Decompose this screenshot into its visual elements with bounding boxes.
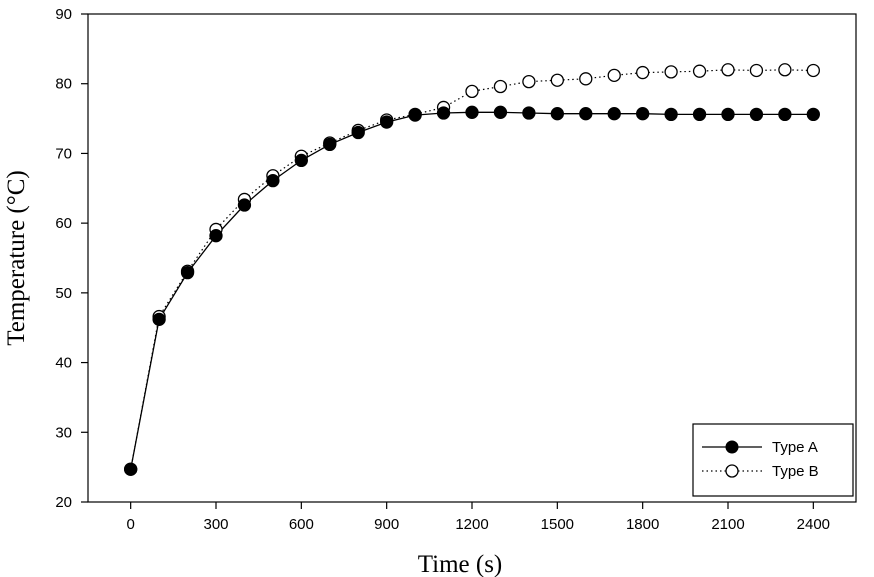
series-layer (124, 63, 820, 476)
data-point-type-a (266, 173, 280, 188)
data-point-type-b (664, 65, 678, 79)
data-point-type-a (636, 107, 650, 121)
data-point-type-a (408, 108, 422, 122)
data-point-type-a (749, 107, 764, 122)
x-tick-label: 0 (126, 516, 134, 533)
data-point-type-b (465, 84, 479, 99)
legend-marker-type-a (725, 440, 739, 454)
data-point-type-a (778, 107, 792, 122)
data-point-type-b (749, 63, 764, 78)
x-axis: 0 300 600 900 1200 1500 1800 2100 2400 (126, 502, 830, 533)
data-point-type-a (465, 105, 479, 119)
y-tick-label: 90 (55, 6, 72, 23)
x-tick-label: 900 (374, 516, 399, 533)
data-point-type-a (664, 107, 678, 122)
data-point-type-b (806, 63, 820, 78)
data-point-type-a (579, 107, 593, 121)
data-point-type-b (522, 74, 536, 89)
data-point-type-b (636, 65, 650, 80)
x-tick-label: 1500 (541, 516, 574, 533)
x-tick-label: 1200 (455, 516, 488, 533)
legend-label-type-a: Type A (772, 439, 818, 456)
legend-label-type-b: Type B (772, 463, 819, 480)
data-point-type-b (493, 79, 508, 94)
x-tick-label: 2400 (797, 516, 830, 533)
data-point-type-b (778, 63, 792, 77)
data-point-type-a (721, 107, 735, 122)
x-tick-label: 1800 (626, 516, 659, 533)
data-point-type-a (692, 107, 707, 122)
y-axis-title: Temperature (°C) (3, 170, 30, 346)
y-axis: 20 30 40 50 60 70 80 90 (55, 6, 88, 511)
data-point-type-a (806, 107, 820, 122)
y-tick-label: 80 (55, 76, 72, 93)
data-point-type-a (493, 105, 508, 119)
legend-marker-type-b (725, 464, 739, 478)
data-point-type-a (522, 106, 536, 120)
data-point-type-b (692, 64, 707, 78)
data-point-type-a (237, 198, 252, 212)
data-point-type-a (152, 312, 166, 326)
data-point-type-a (380, 115, 394, 129)
data-point-type-a (351, 125, 365, 140)
x-tick-label: 600 (289, 516, 314, 533)
data-point-type-a (607, 107, 621, 121)
data-point-type-b (579, 72, 593, 86)
x-tick-label: 300 (203, 516, 228, 533)
legend-box (692, 423, 854, 497)
data-point-type-a (436, 106, 451, 120)
y-tick-label: 40 (55, 355, 72, 372)
legend: Type A Type B (692, 423, 854, 497)
data-point-type-a (323, 137, 337, 152)
y-tick-label: 60 (55, 215, 72, 232)
y-tick-label: 20 (55, 494, 72, 511)
data-point-type-b (607, 68, 621, 82)
x-tick-label: 2100 (711, 516, 744, 533)
y-tick-label: 50 (55, 285, 72, 302)
data-point-type-a (550, 107, 564, 121)
x-axis-title: Time (s) (418, 551, 503, 577)
data-point-type-a (180, 265, 195, 280)
y-tick-label: 30 (55, 424, 72, 441)
data-point-type-b (721, 63, 735, 77)
y-tick-label: 70 (55, 145, 72, 162)
data-point-type-a (294, 153, 308, 168)
data-point-type-a (124, 462, 138, 476)
data-point-type-a (209, 229, 223, 243)
data-point-type-b (550, 73, 564, 87)
